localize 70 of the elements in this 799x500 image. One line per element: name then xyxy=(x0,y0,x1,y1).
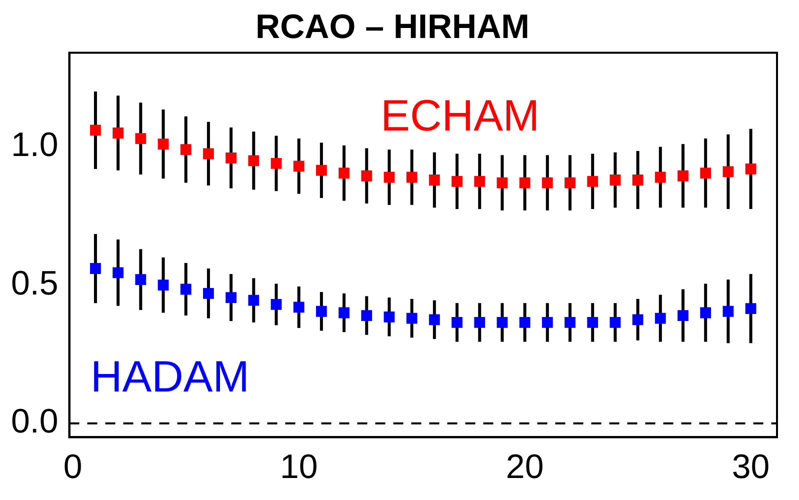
point xyxy=(338,307,350,318)
series-label: ECHAM xyxy=(380,91,540,140)
point xyxy=(90,263,101,274)
point xyxy=(406,312,418,324)
point xyxy=(180,144,192,156)
point xyxy=(180,284,192,295)
point xyxy=(406,172,418,183)
point xyxy=(452,176,462,187)
point xyxy=(158,138,169,150)
point xyxy=(700,168,712,179)
point xyxy=(745,164,756,174)
y-tick-label: 1.0 xyxy=(11,126,58,164)
point xyxy=(112,128,124,138)
point xyxy=(745,303,756,314)
point xyxy=(564,316,576,328)
point xyxy=(610,174,621,186)
point xyxy=(384,172,395,183)
point xyxy=(474,316,486,328)
point xyxy=(632,174,644,186)
point xyxy=(270,158,282,169)
x-tick-label: 10 xyxy=(280,448,318,486)
point xyxy=(722,306,734,317)
point xyxy=(678,310,688,321)
point xyxy=(496,316,508,328)
point xyxy=(587,316,598,328)
point xyxy=(90,124,101,136)
x-tick-label: 0 xyxy=(63,448,82,486)
point xyxy=(135,133,146,144)
point xyxy=(564,177,576,188)
point xyxy=(158,280,169,291)
point xyxy=(293,302,304,313)
x-tick-label: 30 xyxy=(732,448,770,486)
point xyxy=(542,177,553,188)
point xyxy=(654,172,666,183)
point xyxy=(203,148,214,160)
y-tick-label: 0.0 xyxy=(11,402,58,441)
point xyxy=(722,166,734,178)
point xyxy=(452,316,462,328)
point xyxy=(226,152,237,164)
x-tick-label: 20 xyxy=(506,448,544,486)
point xyxy=(542,316,553,328)
point xyxy=(135,274,146,286)
point xyxy=(203,288,214,299)
point xyxy=(519,177,530,188)
point xyxy=(654,312,666,324)
point xyxy=(226,292,237,303)
series-label: HADAM xyxy=(90,352,250,402)
point xyxy=(384,311,395,322)
point xyxy=(519,316,530,328)
point xyxy=(587,176,598,187)
point xyxy=(610,316,621,328)
point xyxy=(338,168,350,179)
point xyxy=(293,160,304,172)
chart-title: RCAO – HIRHAM xyxy=(256,8,530,46)
point xyxy=(316,306,327,317)
point xyxy=(248,294,260,306)
point xyxy=(428,174,440,186)
point xyxy=(112,267,124,278)
y-tick-label: 0.5 xyxy=(11,264,58,302)
point xyxy=(270,299,282,310)
point xyxy=(474,176,486,187)
point xyxy=(361,310,372,321)
point xyxy=(361,170,372,182)
point xyxy=(428,314,440,326)
point xyxy=(248,155,260,166)
point xyxy=(316,164,327,176)
point xyxy=(700,307,712,318)
point xyxy=(496,177,508,188)
point xyxy=(632,314,644,326)
point xyxy=(678,170,688,182)
